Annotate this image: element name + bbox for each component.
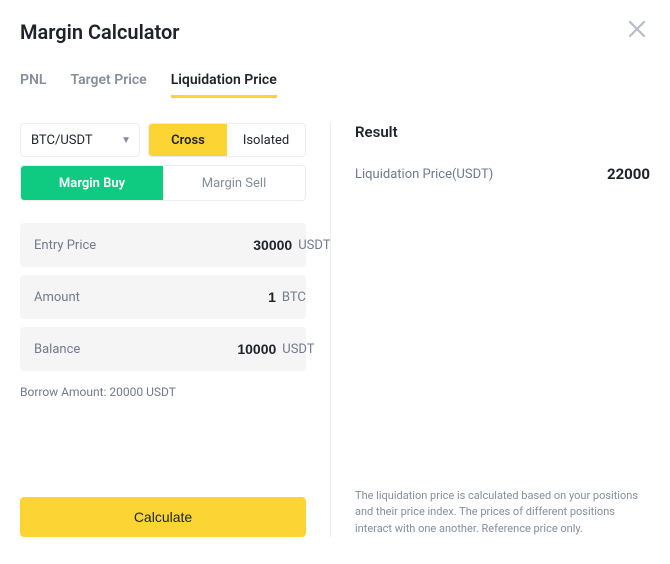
entry-price-unit: USDT xyxy=(298,238,330,253)
balance-field[interactable]: Balance USDT xyxy=(20,327,306,371)
form-panel: BTC/USDT ▼ Cross Isolated Margin Buy Mar… xyxy=(20,123,330,537)
amount-label: Amount xyxy=(34,290,80,305)
margin-buy-button[interactable]: Margin Buy xyxy=(21,166,163,200)
margin-calculator-modal: Margin Calculator PNL Target Price Liqui… xyxy=(0,0,670,564)
tab-bar: PNL Target Price Liquidation Price xyxy=(20,72,650,99)
mode-isolated-button[interactable]: Isolated xyxy=(227,124,305,156)
modal-title: Margin Calculator xyxy=(20,20,650,44)
amount-field[interactable]: Amount BTC xyxy=(20,275,306,319)
entry-price-input[interactable] xyxy=(96,237,298,253)
tab-liquidation-price[interactable]: Liquidation Price xyxy=(171,72,277,98)
result-title: Result xyxy=(355,123,650,141)
entry-price-label: Entry Price xyxy=(34,238,96,253)
liquidation-price-label: Liquidation Price(USDT) xyxy=(355,167,493,182)
liquidation-price-row: Liquidation Price(USDT) 22000 xyxy=(355,165,650,183)
content-area: BTC/USDT ▼ Cross Isolated Margin Buy Mar… xyxy=(20,123,650,537)
pair-select[interactable]: BTC/USDT ▼ xyxy=(20,123,140,157)
side-toggle: Margin Buy Margin Sell xyxy=(20,165,306,201)
balance-unit: USDT xyxy=(282,342,314,357)
borrow-amount-text: Borrow Amount: 20000 USDT xyxy=(20,385,306,399)
close-icon[interactable] xyxy=(628,20,646,43)
result-panel: Result Liquidation Price(USDT) 22000 The… xyxy=(330,123,650,537)
liquidation-price-value: 22000 xyxy=(607,165,650,183)
mode-toggle: Cross Isolated xyxy=(148,123,306,157)
mode-cross-button[interactable]: Cross xyxy=(149,124,227,156)
chevron-down-icon: ▼ xyxy=(121,135,131,146)
calculate-button[interactable]: Calculate xyxy=(20,497,306,537)
pair-select-value: BTC/USDT xyxy=(31,133,93,148)
balance-label: Balance xyxy=(34,342,80,357)
margin-sell-button[interactable]: Margin Sell xyxy=(163,166,305,200)
disclaimer-text: The liquidation price is calculated base… xyxy=(355,488,650,538)
amount-input[interactable] xyxy=(80,289,282,305)
entry-price-field[interactable]: Entry Price USDT xyxy=(20,223,306,267)
tab-target-price[interactable]: Target Price xyxy=(70,72,146,98)
amount-unit: BTC xyxy=(282,290,306,305)
balance-input[interactable] xyxy=(80,341,282,357)
tab-pnl[interactable]: PNL xyxy=(20,72,46,98)
